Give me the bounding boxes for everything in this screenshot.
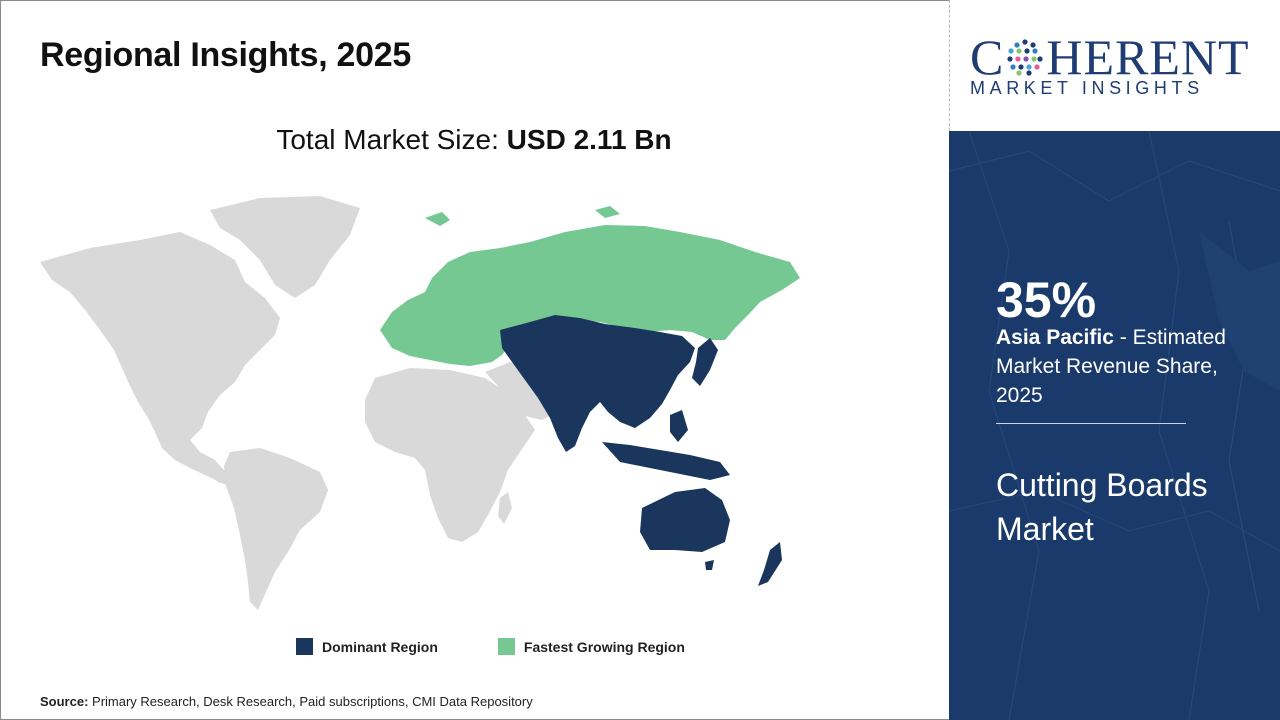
source-text: Primary Research, Desk Research, Paid su… (92, 694, 533, 709)
legend-label-fastest: Fastest Growing Region (523, 638, 685, 655)
company-logo: C HERENT (949, 0, 1280, 131)
legend-item-dominant: Dominant Region (296, 638, 438, 655)
map-region-south-america (224, 448, 328, 610)
map-region-asia-pacific (500, 315, 695, 452)
map-region-philippines (670, 410, 688, 442)
map-region-north-america (40, 232, 280, 482)
market-size-value: USD 2.11 Bn (506, 124, 672, 155)
map-region-tasmania (705, 560, 714, 570)
map-region-scandinavia-islands (425, 212, 450, 226)
map-region-australia (640, 488, 730, 552)
world-map-svg (40, 196, 800, 610)
map-legend: Dominant Region Fastest Growing Region (296, 638, 685, 655)
source-label: Source: (40, 694, 89, 709)
map-region-southeast-asia (602, 442, 730, 480)
logo-letter-c: C (970, 29, 1005, 85)
logo-subtitle: MARKET INSIGHTS (970, 78, 1204, 98)
map-region-new-zealand (758, 542, 782, 586)
logo-word-rest: HERENT (1046, 29, 1250, 85)
legend-item-fastest: Fastest Growing Region (497, 638, 685, 655)
logo-dots-icon (1007, 39, 1043, 76)
map-region-arctic-islands (595, 206, 620, 218)
map-region-greenland (210, 196, 360, 298)
market-name: Cutting Boards Market (996, 467, 1208, 547)
market-share-caption: - Estimated Market Revenue Share, 2025 (996, 326, 1226, 407)
map-region-madagascar (498, 492, 512, 524)
map-region-europe-russia (380, 225, 800, 366)
logo-wordmark: C HERENT (970, 28, 1250, 86)
map-region-middle-east (485, 362, 558, 420)
legend-label-dominant: Dominant Region (322, 638, 438, 655)
map-region-japan (692, 338, 718, 386)
market-share-stat: 35% (996, 272, 1097, 328)
legend-swatch-dominant (296, 638, 313, 655)
legend-swatch-fastest (497, 638, 515, 655)
total-market-size: Total Market Size: USD 2.11 Bn (0, 124, 948, 156)
map-region-africa (365, 368, 535, 542)
market-size-label: Total Market Size: (276, 124, 499, 155)
market-share-description: Asia Pacific - Estimated Market Revenue … (996, 323, 1256, 410)
source-note: Source: Primary Research, Desk Research,… (40, 694, 533, 709)
page-title: Regional Insights, 2025 (40, 36, 411, 74)
insight-panel: 35% Asia Pacific - Estimated Market Reve… (949, 131, 1280, 720)
world-map (30, 190, 820, 620)
panel-divider (996, 423, 1186, 424)
dominant-region-name: Asia Pacific (996, 326, 1114, 349)
panel-map-texture (949, 131, 1280, 720)
